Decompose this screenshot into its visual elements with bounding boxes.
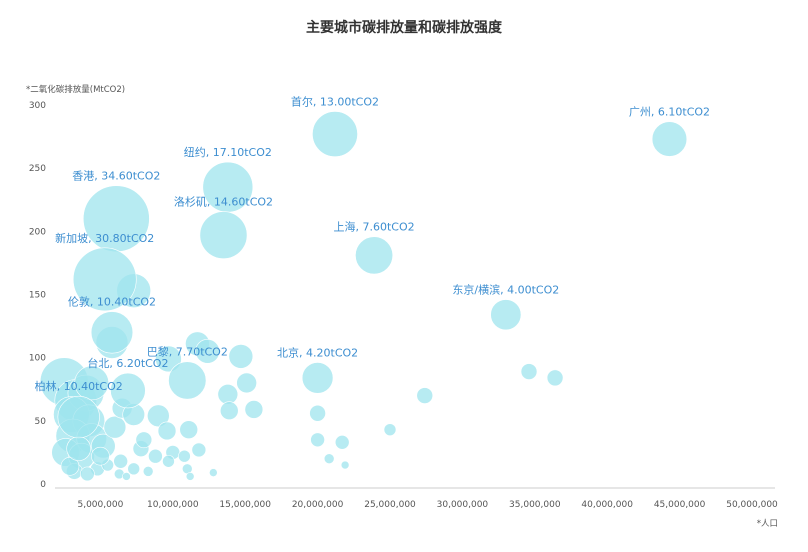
bubble [157, 421, 177, 441]
x-tick-label: 50,000,000 [726, 500, 778, 510]
y-tick-label: 300 [29, 101, 46, 111]
bubble [310, 432, 325, 448]
bubble [179, 420, 199, 439]
y-tick-label: 250 [29, 164, 46, 174]
city-label: 伦敦, 10.40tCO2 [68, 295, 156, 309]
bubble-labeled [199, 211, 248, 259]
y-tick-label: 100 [29, 354, 46, 364]
bubble [209, 468, 218, 477]
bubble [178, 449, 191, 463]
bubble [135, 431, 153, 449]
bubble-labeled [72, 247, 137, 312]
x-tick-label: 40,000,000 [581, 500, 633, 510]
bubble-labeled [301, 362, 334, 394]
city-label: 香港, 34.60tCO2 [72, 170, 160, 183]
bubble [340, 460, 350, 470]
bubble [219, 401, 239, 421]
bubble [122, 472, 131, 481]
x-tick-label: 10,000,000 [147, 500, 199, 510]
bubble-labeled [168, 361, 207, 400]
bubble [148, 448, 163, 464]
x-tick-label: 25,000,000 [364, 500, 416, 510]
x-tick-label: 45,000,000 [654, 500, 706, 510]
bubble [244, 400, 264, 419]
city-label: 广州, 6.10tCO2 [629, 106, 710, 119]
bubble [546, 369, 564, 387]
city-labels: 首尔, 13.00tCO2 广州, 6.10tCO2 纽约, 17.10tCO2 香港… [35, 94, 710, 393]
city-label: 纽约, 17.10tCO2 [184, 145, 272, 159]
bubble [113, 453, 128, 469]
y-tick-label: 200 [29, 227, 46, 237]
bubble [142, 466, 154, 477]
city-label: 柏林, 10.40tCO2 [35, 379, 123, 393]
bubble [162, 454, 175, 468]
bubble [228, 344, 254, 369]
y-tick-labels: 0 50 100 150 200 250 300 [29, 101, 46, 490]
bubble [74, 365, 110, 401]
bubble [520, 363, 538, 380]
bubbles [39, 111, 688, 482]
bubble-labeled [490, 299, 522, 331]
x-tick-labels: 5,000,000 10,000,000 15,000,000 20,000,000 2… [77, 500, 778, 510]
city-label: 新加坡, 30.80tCO2 [55, 231, 154, 245]
x-tick-label: 30,000,000 [437, 500, 489, 510]
bubble [147, 404, 170, 428]
bubble-labeled [312, 111, 358, 157]
bubble [127, 462, 141, 476]
bubble-labeled [90, 311, 134, 354]
bubble [236, 372, 257, 394]
bubble [416, 387, 434, 404]
y-tick-label: 50 [35, 417, 47, 427]
x-tick-label: 35,000,000 [509, 500, 561, 510]
bubble [334, 435, 350, 450]
city-label: 洛杉矶, 14.60tCO2 [174, 195, 273, 209]
bubble [103, 415, 127, 439]
bubble [185, 472, 195, 481]
bubble-labeled [57, 395, 100, 439]
bubble [80, 466, 95, 482]
bubble [195, 339, 220, 364]
bubble [217, 384, 239, 405]
x-tick-label: 5,000,000 [77, 500, 123, 510]
chart-title: 主要城市碳排放量和碳排放强度 [306, 19, 503, 36]
x-axis-label: *人口 [757, 519, 778, 529]
bubble-labeled [110, 372, 146, 409]
bubble [91, 446, 110, 466]
bubble [383, 423, 397, 436]
bubble [66, 436, 91, 461]
bubble [309, 404, 326, 422]
y-tick-label: 150 [29, 291, 46, 301]
city-label: 北京, 4.20tCO2 [277, 345, 358, 359]
city-label: 首尔, 13.00tCO2 [291, 94, 379, 108]
bubble-labeled [355, 236, 394, 275]
city-label: 台北, 6.20tCO2 [87, 356, 168, 370]
y-tick-label: 0 [40, 480, 46, 490]
bubble [155, 345, 182, 373]
x-tick-label: 20,000,000 [292, 500, 344, 510]
bubble [191, 442, 207, 458]
bubble-labeled [651, 121, 688, 157]
city-label: 东京/横滨, 4.00tCO2 [452, 283, 559, 297]
city-label: 上海, 7.60tCO2 [334, 220, 415, 234]
y-axis-label: *二氧化碳排放量(MtCO2) [26, 84, 125, 95]
x-tick-label: 15,000,000 [219, 500, 271, 510]
city-label: 巴黎, 7.70tCO2 [147, 345, 228, 359]
bubble [323, 453, 335, 465]
